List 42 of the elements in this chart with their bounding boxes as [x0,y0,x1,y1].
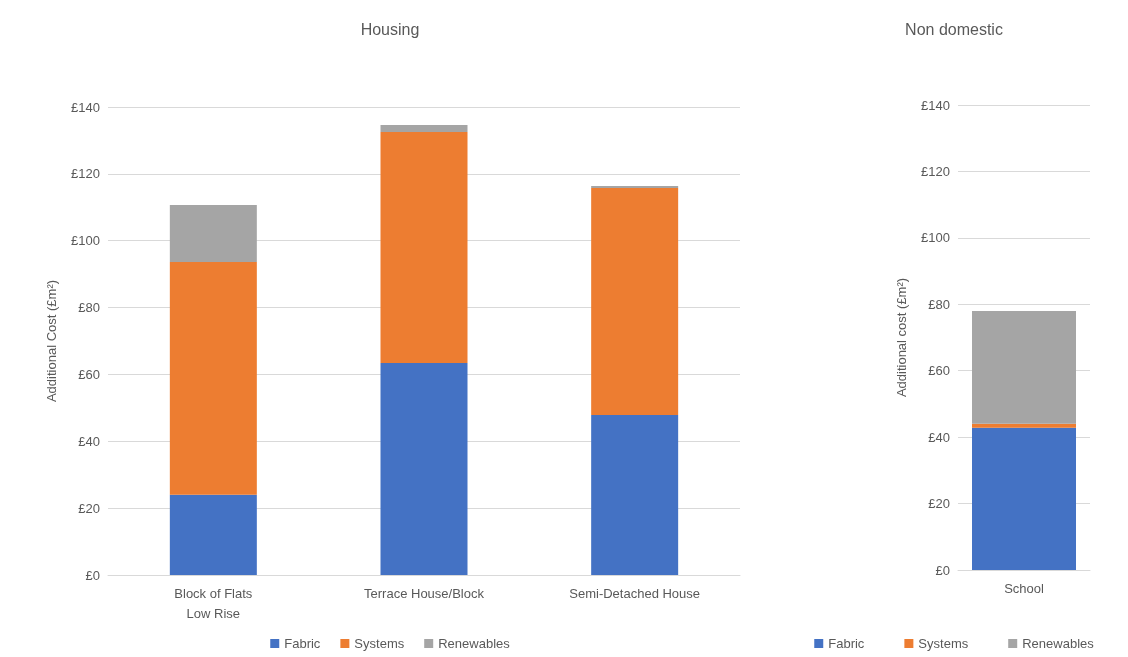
y-tick-label: £60 [78,366,100,382]
y-axis-title: Additional Cost (£m²) [44,279,59,403]
bar [380,363,468,575]
bar [380,125,468,133]
y-tick-label: £20 [78,500,100,516]
y-tick-label: £120 [71,166,100,182]
x-tick-label: Block of Flats Low Rise [174,585,253,621]
bar [972,423,1076,428]
y-tick-label: £80 [928,296,950,312]
y-tick-label: £80 [78,300,100,316]
legend-label: Renewables [1022,636,1095,651]
bar [591,185,679,188]
bar [169,494,257,575]
chart-title: Housing [360,20,420,38]
bar [169,262,257,495]
y-tick-label: £140 [71,99,100,115]
bar [169,204,257,263]
y-tick-label: £60 [928,363,950,379]
legend-label: Fabric [828,636,865,651]
x-tick-label: Semi-Detached House [569,585,701,601]
y-tick-label: £100 [921,230,950,246]
bar [972,310,1076,424]
bar [591,187,679,415]
y-axis-title: Additional cost (£m²) [894,277,909,398]
chart-title: Non domestic [905,20,1003,38]
y-tick-label: £40 [78,433,100,449]
y-tick-label: £0 [85,567,100,583]
y-tick-label: £140 [921,97,950,113]
legend-label: Renewables [438,636,511,651]
x-tick-label: Terrace House/Block [364,585,485,601]
y-tick-label: £40 [928,429,950,445]
y-tick-label: £20 [928,496,950,512]
x-tick-label: School [1004,580,1044,596]
legend-label: Systems [918,636,969,651]
legend-label: Systems [354,636,405,651]
bar [972,427,1076,570]
y-tick-label: £100 [71,233,100,249]
y-tick-label: £120 [921,163,950,179]
legend-label: Fabric [284,636,321,651]
bar [591,414,679,575]
bar [380,132,468,364]
y-tick-label: £0 [935,562,950,578]
